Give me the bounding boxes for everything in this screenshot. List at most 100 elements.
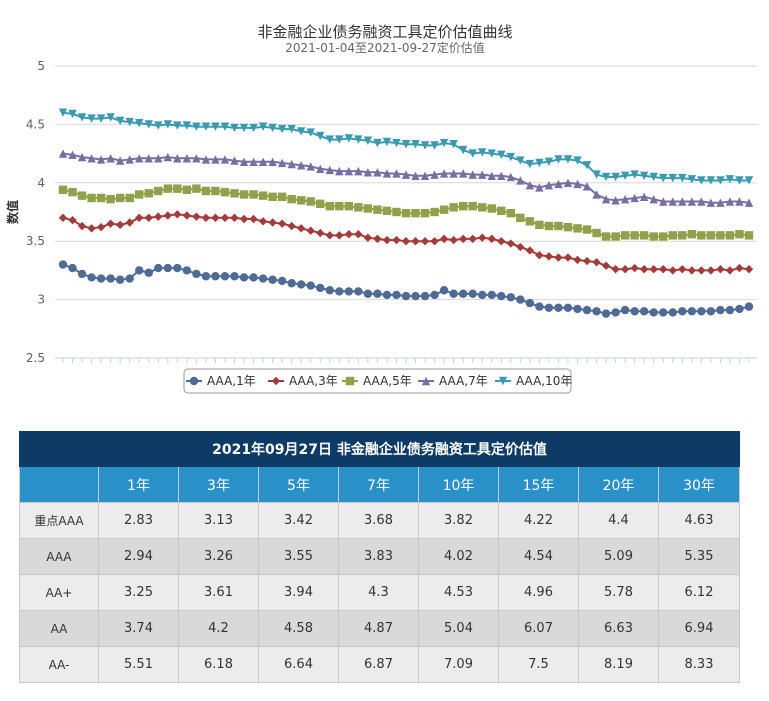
data-point <box>201 213 211 223</box>
data-point <box>430 207 439 217</box>
data-point <box>115 116 125 126</box>
data-point <box>506 208 516 218</box>
data-point <box>306 128 315 137</box>
table-cell: 4.53 <box>418 574 499 611</box>
data-point <box>525 217 535 226</box>
data-point <box>478 233 487 242</box>
data-point <box>220 122 230 131</box>
data-point <box>325 165 334 175</box>
data-point <box>478 203 487 212</box>
table-cell: 3.83 <box>338 538 419 575</box>
data-point <box>87 193 96 203</box>
table-cell: 4.02 <box>418 538 499 575</box>
legend-item[interactable]: AAA,3年 <box>268 374 338 388</box>
data-point <box>135 213 144 223</box>
data-point <box>115 275 125 284</box>
data-point <box>573 156 582 165</box>
data-point <box>211 155 220 164</box>
data-point <box>363 289 373 298</box>
data-point <box>535 302 544 311</box>
column-header: 5年 <box>258 466 339 503</box>
table-cell: 3.61 <box>178 574 259 611</box>
data-point <box>582 305 592 315</box>
data-point <box>268 218 277 227</box>
data-point <box>697 197 706 206</box>
data-point <box>335 135 344 144</box>
data-point <box>592 307 601 316</box>
data-point <box>287 194 296 204</box>
data-point <box>716 198 725 207</box>
table-cell: 6.94 <box>658 610 740 647</box>
data-point <box>420 171 430 180</box>
data-point <box>478 170 487 179</box>
table-row: 重点AAA 2.83 3.13 3.42 3.68 3.82 4.22 4.4 … <box>19 502 740 539</box>
data-point <box>516 242 525 252</box>
data-point <box>478 148 487 157</box>
data-point <box>620 305 630 315</box>
data-point <box>192 269 201 279</box>
data-point <box>296 280 306 289</box>
data-point <box>506 293 516 302</box>
column-header: 7年 <box>338 466 419 503</box>
data-point <box>592 170 601 179</box>
table-cell: 4.2 <box>178 610 259 647</box>
data-point <box>106 274 115 283</box>
legend-label: AAA,1年 <box>207 374 256 388</box>
table-header-row: 1年 3年 5年 7年 10年 15年 20年 30年 <box>19 466 740 503</box>
data-point <box>601 261 611 270</box>
data-point <box>106 219 115 228</box>
data-point <box>87 224 96 233</box>
data-point <box>277 192 287 202</box>
data-point <box>563 178 573 187</box>
data-point <box>439 138 449 148</box>
data-point <box>325 286 334 295</box>
data-point <box>144 213 153 223</box>
data-point <box>87 154 96 163</box>
data-point <box>325 135 334 144</box>
data-point <box>458 201 468 211</box>
data-point <box>716 176 725 185</box>
data-point <box>706 198 716 207</box>
data-point <box>516 176 525 185</box>
data-point <box>639 265 649 274</box>
data-point <box>316 199 325 209</box>
chart-subtitle: 2021-01-04至2021-09-27定价估值 <box>285 40 484 55</box>
data-point <box>620 265 630 274</box>
legend-marker <box>271 376 281 386</box>
table-cell: 8.33 <box>658 646 740 683</box>
legend-marker <box>345 376 355 386</box>
column-header: 15年 <box>498 466 579 503</box>
data-point <box>468 234 477 244</box>
y-axis-title: 数值 <box>5 200 20 224</box>
data-point <box>401 140 411 149</box>
data-point <box>58 213 68 223</box>
legend-item[interactable]: AAA,5年 <box>342 374 412 388</box>
data-point <box>649 308 658 317</box>
data-point <box>601 232 611 241</box>
data-point <box>563 303 573 312</box>
data-point <box>77 113 87 122</box>
data-point <box>392 138 401 148</box>
data-point <box>201 272 211 281</box>
column-header: 10年 <box>418 466 499 503</box>
data-point <box>573 255 582 265</box>
data-point <box>554 303 563 312</box>
data-point <box>563 222 573 232</box>
legend-item[interactable]: AAA,7年 <box>418 374 488 388</box>
legend-item[interactable]: AAA,10年 <box>495 374 572 388</box>
data-point <box>697 266 706 275</box>
data-point <box>497 171 506 180</box>
data-point <box>478 290 487 300</box>
series-1 <box>58 260 754 318</box>
data-point <box>744 198 754 207</box>
y-tick-label: 3 <box>37 293 45 307</box>
data-point <box>611 172 620 182</box>
table-cell: 4.87 <box>338 610 419 647</box>
legend-item[interactable]: AAA,1年 <box>186 374 256 388</box>
legend-label: AAA,10年 <box>516 374 572 388</box>
data-point <box>678 197 687 206</box>
data-point <box>287 221 296 231</box>
data-point <box>458 289 468 298</box>
data-point <box>497 291 506 301</box>
data-point <box>68 263 77 273</box>
